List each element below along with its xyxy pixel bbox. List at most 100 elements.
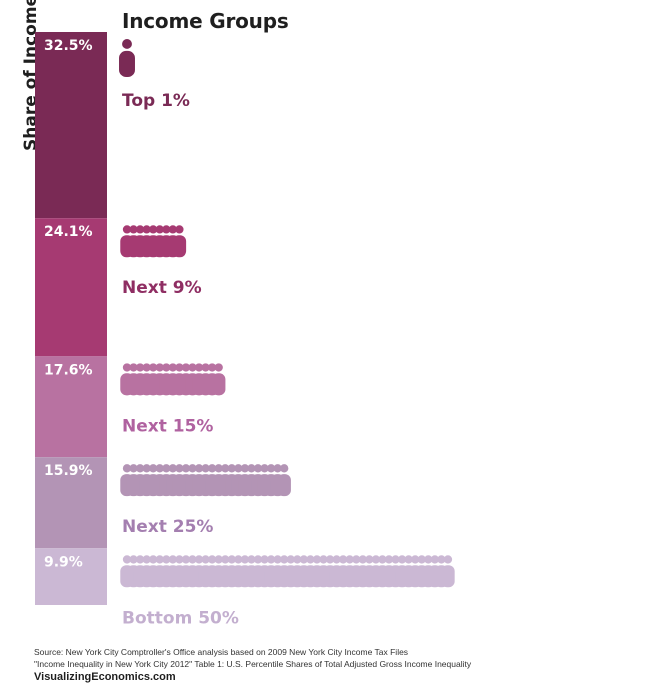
group-5-person-icon-18-head [234, 555, 243, 564]
group-2-person-icon-7-head [162, 225, 171, 234]
brand-credit: VisualizingEconomics.com [34, 671, 176, 683]
group-label-2: Next 9% [122, 278, 202, 298]
chart-title: Income Groups [122, 9, 289, 33]
share-segment-1 [35, 32, 107, 219]
group-2-person-icon-6-head [155, 225, 164, 234]
table-note: "Income Inequality in New York City 2012… [34, 659, 472, 669]
group-3-person-icon-14-head [207, 363, 217, 372]
group-3-person-icon-12-head [194, 363, 204, 372]
share-label-1: 32.5% [44, 38, 93, 54]
share-segment-2 [35, 218, 107, 357]
group-label-5: Bottom 50% [122, 608, 239, 628]
share-segment-5 [35, 548, 107, 605]
group-3-person-icon-15-head [214, 363, 223, 372]
people-icons-3 [120, 363, 226, 396]
group-3-person-icon-4-head [142, 363, 151, 372]
group-4-person-icon-25 [277, 474, 291, 497]
group-5-person-icon-41-head [384, 555, 394, 564]
group-3-person-icon-6-head [155, 363, 164, 372]
group-5-person-icon-12-head [194, 555, 204, 564]
group-4-person-icon-5-head [149, 464, 158, 473]
group-2-person-icon-4-head [142, 225, 151, 234]
group-5-person-icon-34-head [338, 555, 348, 564]
group-5-person-icon-8-head [168, 555, 178, 564]
group-5-person-icon-40-head [378, 555, 387, 564]
group-3-person-icon-15 [211, 373, 226, 396]
group-3-person-icon-2-head [129, 363, 138, 372]
group-3-person-icon-5-head [149, 363, 158, 372]
group-5-person-icon-29-head [306, 555, 315, 564]
group-3-person-icon-11-head [188, 363, 197, 372]
group-5-person-icon-46-head [417, 555, 426, 564]
group-4-person-icon-3-head [135, 464, 145, 473]
group-2-person-icon-9-head [175, 225, 184, 234]
group-4-person-icon-21-head [253, 464, 263, 473]
group-1-person-icon-1-head [122, 39, 132, 49]
group-4-person-icon-1-head [122, 464, 132, 473]
group-5-person-icon-28-head [299, 555, 309, 564]
group-5-person-icon-44-head [404, 555, 413, 564]
group-5-person-icon-14-head [207, 555, 217, 564]
group-5-person-icon-39-head [371, 555, 381, 564]
group-4-person-icon-14-head [207, 464, 217, 473]
group-5-person-icon-22-head [260, 555, 269, 564]
group-4-person-icon-4-head [142, 464, 151, 473]
group-5-person-icon-13-head [201, 555, 210, 564]
people-icons-5 [120, 555, 455, 588]
share-label-5: 9.9% [44, 554, 83, 570]
source-note: Source: New York City Comptroller's Offi… [34, 647, 409, 657]
group-3-person-icon-3-head [135, 363, 145, 372]
group-5-person-icon-2-head [129, 555, 138, 564]
group-5-person-icon-31-head [319, 555, 328, 564]
share-label-3: 17.6% [44, 362, 93, 378]
group-5-person-icon-45-head [411, 555, 420, 564]
group-5-person-icon-3-head [135, 555, 145, 564]
group-5-person-icon-15-head [214, 555, 223, 564]
group-5-person-icon-47-head [424, 555, 433, 564]
people-icons-1 [119, 39, 135, 77]
group-5-person-icon-24-head [273, 555, 282, 564]
group-2-person-icon-8-head [168, 225, 178, 234]
group-5-person-icon-6-head [155, 555, 164, 564]
group-4-person-icon-13-head [201, 464, 210, 473]
group-4-person-icon-9-head [175, 464, 184, 473]
group-5-person-icon-1-head [122, 555, 132, 564]
group-5-person-icon-43-head [397, 555, 407, 564]
group-5-person-icon-32-head [325, 555, 335, 564]
group-4-person-icon-11-head [188, 464, 197, 473]
group-2-person-icon-3-head [135, 225, 145, 234]
group-5-person-icon-20-head [247, 555, 256, 564]
group-5-person-icon-30-head [312, 555, 322, 564]
group-4-person-icon-10-head [181, 464, 191, 473]
group-5-person-icon-21-head [253, 555, 263, 564]
group-3-person-icon-7-head [162, 363, 171, 372]
group-5-person-icon-23-head [266, 555, 276, 564]
group-4-person-icon-24-head [273, 464, 282, 473]
group-5-person-icon-10-head [181, 555, 191, 564]
group-5-person-icon-7-head [162, 555, 171, 564]
group-label-1: Top 1% [122, 91, 190, 111]
group-5-person-icon-50-head [443, 555, 453, 564]
group-4-person-icon-7-head [162, 464, 171, 473]
group-3-person-icon-10-head [181, 363, 191, 372]
group-4-person-icon-2-head [129, 464, 138, 473]
group-4-person-icon-15-head [214, 464, 223, 473]
group-3-person-icon-1-head [122, 363, 132, 372]
group-5-person-icon-17-head [227, 555, 236, 564]
group-5-person-icon-4-head [142, 555, 151, 564]
group-3-person-icon-9-head [175, 363, 184, 372]
group-3-person-icon-8-head [168, 363, 178, 372]
group-5-person-icon-26-head [286, 555, 295, 564]
group-5-person-icon-35-head [345, 555, 354, 564]
group-5-person-icon-49-head [437, 555, 446, 564]
group-1-person-icon-1 [119, 50, 135, 77]
group-2-person-icon-5-head [149, 225, 158, 234]
group-5-person-icon-5-head [149, 555, 158, 564]
group-5-person-icon-11-head [188, 555, 197, 564]
group-5-person-icon-19-head [240, 555, 250, 564]
share-label-4: 15.9% [44, 463, 93, 479]
share-label-2: 24.1% [44, 224, 93, 240]
group-5-person-icon-9-head [175, 555, 184, 564]
share-segment-3 [35, 356, 107, 458]
group-5-person-icon-37-head [358, 555, 367, 564]
